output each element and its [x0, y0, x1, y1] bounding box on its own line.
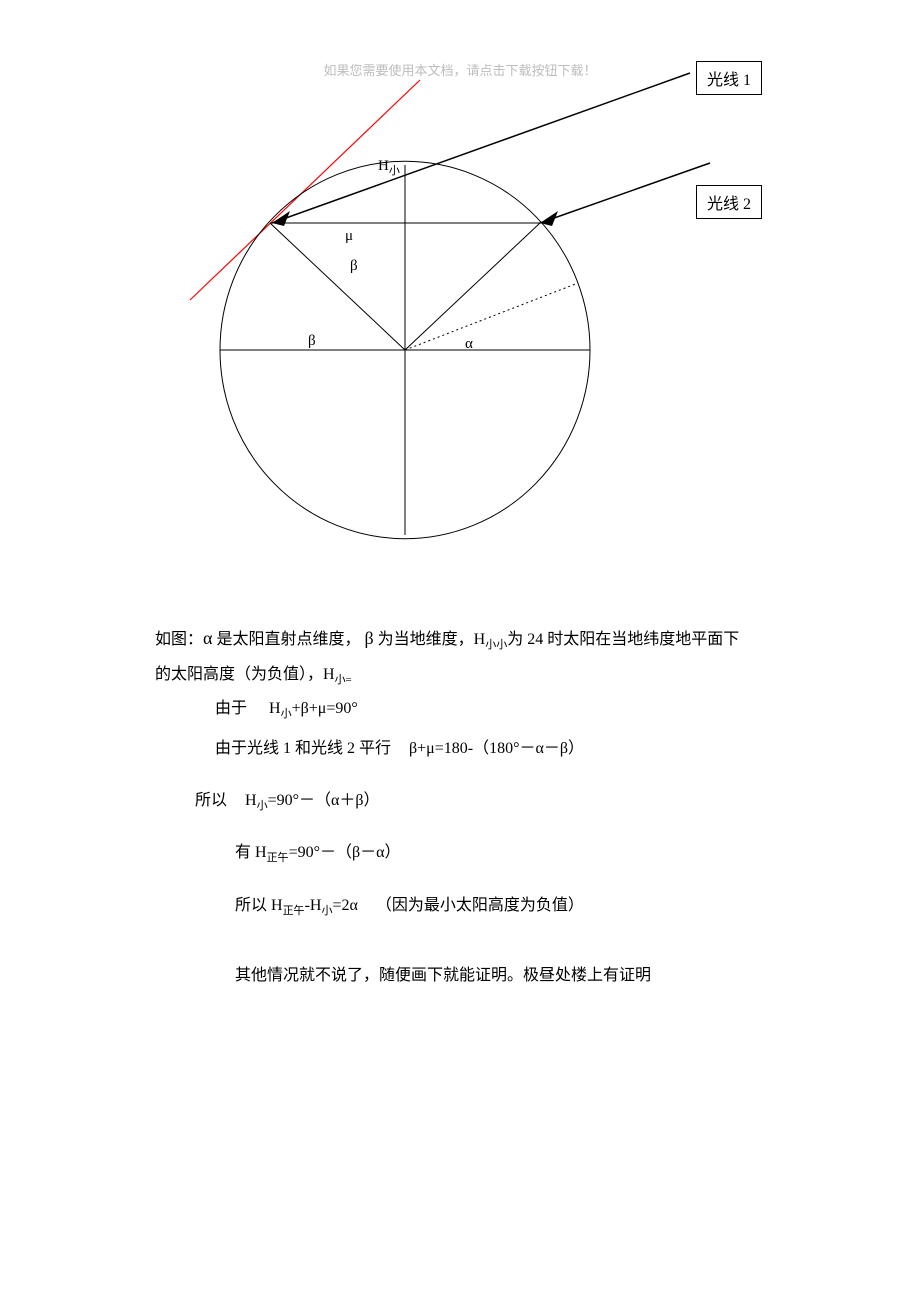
eq-4: 有 H正午=90°－（β－α） — [155, 836, 775, 870]
t: H — [269, 700, 281, 717]
alpha-sym: α — [203, 628, 212, 648]
t: =2α — [332, 897, 357, 914]
sub: 正午 — [267, 852, 289, 864]
callout-ray-2: 光线 2 — [696, 185, 762, 219]
para-final: 其他情况就不说了，随便画下就能证明。极昼处楼上有证明 — [155, 959, 775, 993]
page: 如果您需要使用本文档，请点击下载按钮下载！ H小 μ β β α 光线 1 光线… — [0, 0, 920, 1302]
t: 如图： — [155, 631, 203, 648]
explanation-text: 如图：α 是太阳直射点维度， β 为当地维度，H小小为 24 时太阳在当地纬度地… — [155, 620, 775, 992]
radius-ne — [405, 223, 540, 350]
sub: 小 — [257, 800, 268, 812]
label-alpha: α — [465, 336, 473, 352]
sub: 小 — [281, 708, 292, 720]
t: 由于光线 1 和光线 2 平行 — [215, 740, 391, 757]
t: =90°－（β－α） — [289, 844, 401, 861]
para-1-line-2: 的太阳高度（为负值），H小= — [155, 658, 775, 692]
t: 由于 — [215, 700, 247, 717]
callout-ray-1: 光线 1 — [696, 61, 762, 95]
label-mu: μ — [345, 228, 353, 244]
t: 为当地维度，H — [378, 631, 486, 648]
t: β+μ=180-（180°－α－β） — [409, 740, 584, 757]
ray-1-line — [272, 73, 690, 223]
radius-nw — [270, 223, 405, 350]
radius-se-dotted — [405, 283, 578, 350]
sub: 小小 — [485, 639, 507, 651]
geometry-group — [190, 73, 710, 539]
ray-2-line — [540, 163, 710, 223]
t: （因为最小太阳高度为负值） — [376, 897, 584, 914]
tangent-line — [190, 80, 420, 300]
label-beta-inner: β — [350, 258, 358, 274]
eq-2: 由于光线 1 和光线 2 平行 β+μ=180-（180°－α－β） — [155, 732, 775, 766]
t: 为 24 时太阳在当地纬度地平面下 — [507, 631, 739, 648]
t: 的太阳高度（为负值），H — [155, 666, 335, 683]
sub: 正午 — [283, 905, 305, 917]
label-beta-outer: β — [308, 333, 316, 349]
beta-sym: β — [364, 628, 373, 648]
sub: 小 — [321, 905, 332, 917]
sub: 小= — [335, 674, 352, 686]
diagram-svg: H小 μ β β α — [150, 55, 790, 565]
t: H — [245, 792, 257, 809]
t: +β+μ=90° — [292, 700, 358, 717]
eq-5: 所以 H正午-H小=2α （因为最小太阳高度为负值） — [155, 889, 775, 923]
t: 所以 — [195, 792, 227, 809]
t: -H — [305, 897, 322, 914]
para-1-line-1: 如图：α 是太阳直射点维度， β 为当地维度，H小小为 24 时太阳在当地纬度地… — [155, 620, 775, 658]
label-h-small: H小 — [378, 158, 400, 177]
t: =90°－（α＋β） — [268, 792, 380, 809]
t: 所以 H — [235, 897, 283, 914]
eq-1: 由于 H小+β+μ=90° — [155, 692, 775, 726]
t: 有 H — [235, 844, 267, 861]
eq-3: 所以 H小=90°－（α＋β） — [155, 784, 775, 818]
t: 是太阳直射点维度， — [216, 631, 360, 648]
diagram: H小 μ β β α 光线 1 光线 2 — [150, 55, 790, 565]
